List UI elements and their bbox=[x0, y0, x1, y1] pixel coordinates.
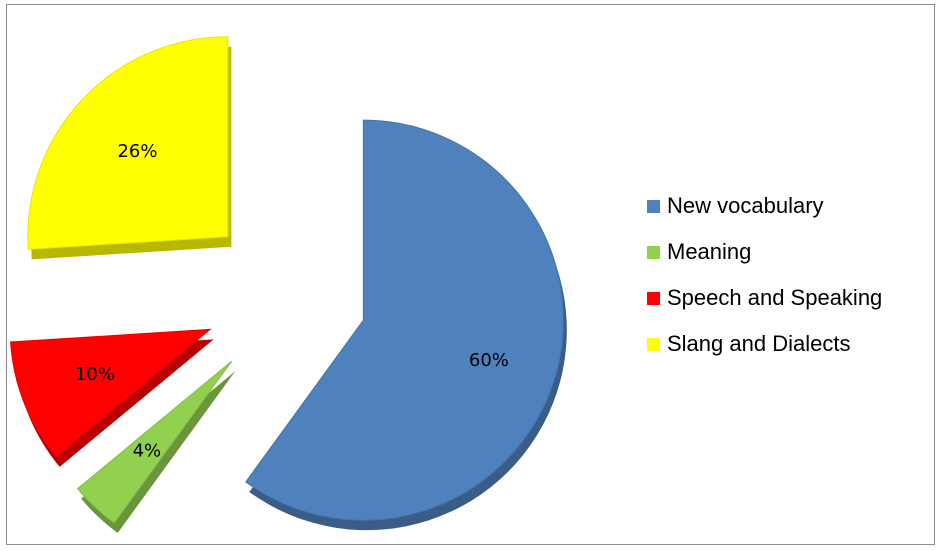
legend-swatch bbox=[647, 245, 660, 259]
legend-label: Slang and Dialects bbox=[667, 331, 851, 356]
slice-data-label: 10% bbox=[75, 364, 115, 385]
chart-frame: 60% 4% 10% 26% New vocabulary Meaning Speec… bbox=[6, 4, 935, 545]
legend-item: Meaning bbox=[647, 239, 882, 264]
legend-swatch bbox=[647, 337, 660, 351]
legend-label: Meaning bbox=[667, 239, 752, 264]
legend-swatch bbox=[647, 291, 660, 305]
slice-data-label: 4% bbox=[133, 441, 162, 462]
pie-slice-new-vocabulary bbox=[245, 119, 564, 521]
pie-chart: 60% 4% 10% 26% bbox=[10, 36, 567, 533]
legend-item: Slang and Dialects bbox=[647, 331, 882, 356]
pie-slice-slang-and-dialects bbox=[27, 36, 229, 250]
slice-data-label: 60% bbox=[469, 350, 509, 371]
slice-data-label: 26% bbox=[117, 141, 157, 162]
legend-item: New vocabulary bbox=[647, 193, 882, 218]
pie-slice-meaning bbox=[76, 360, 233, 524]
legend: New vocabulary Meaning Speech and Speaki… bbox=[647, 193, 883, 379]
legend-item: Speech and Speaking bbox=[647, 285, 883, 310]
legend-swatch bbox=[647, 199, 660, 213]
legend-label: Speech and Speaking bbox=[667, 285, 883, 310]
pie-slice-speech-and-speaking bbox=[10, 328, 212, 458]
legend-label: New vocabulary bbox=[667, 193, 824, 218]
